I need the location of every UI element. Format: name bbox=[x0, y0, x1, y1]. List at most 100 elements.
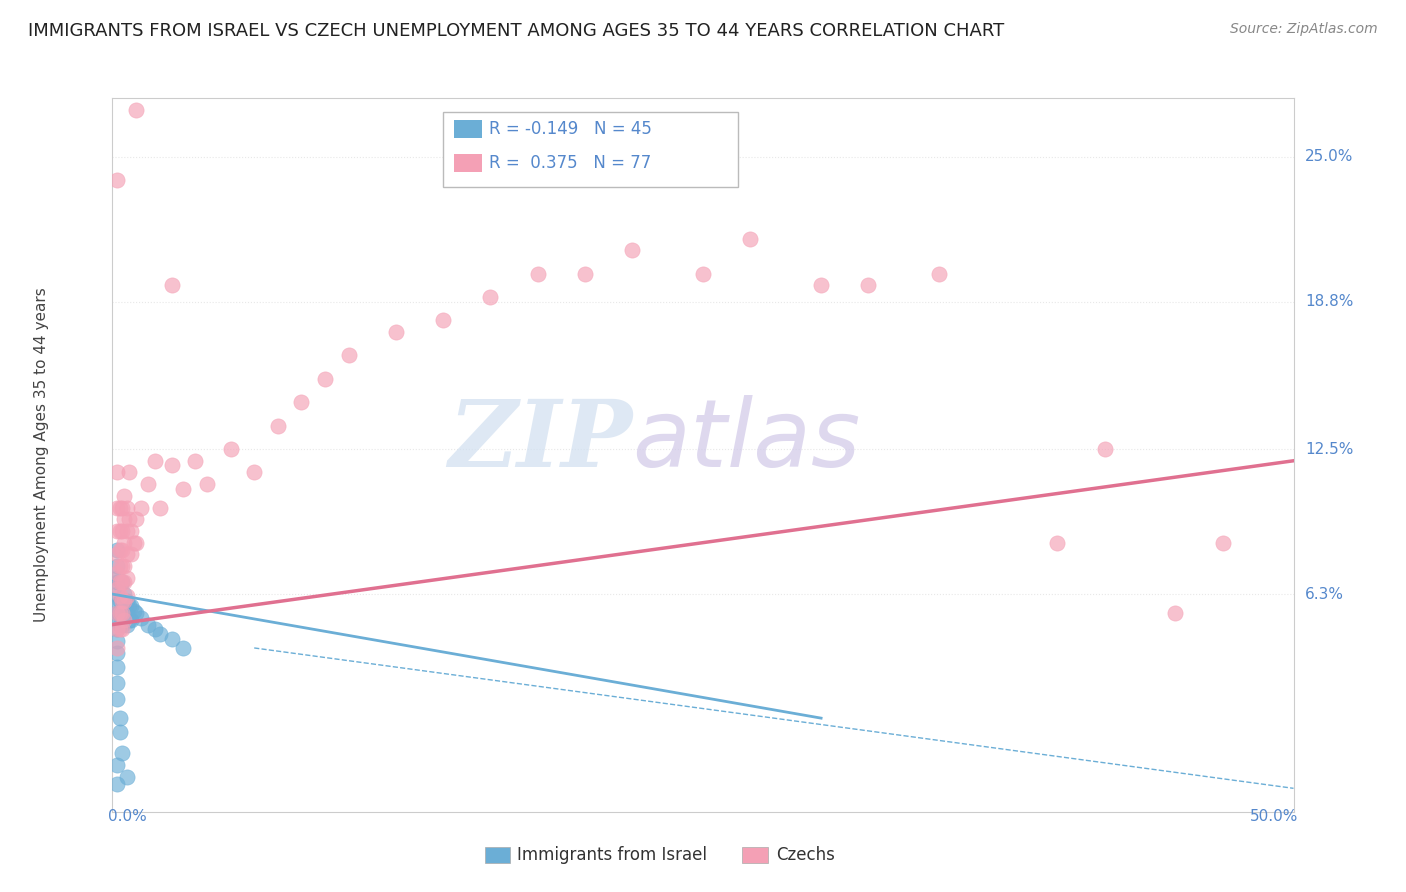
Point bbox=[105, 676, 128, 690]
Point bbox=[574, 267, 596, 281]
Point bbox=[120, 599, 142, 613]
Point bbox=[108, 559, 131, 574]
Point bbox=[111, 594, 134, 608]
Point bbox=[125, 512, 148, 526]
Point bbox=[105, 466, 128, 480]
Point bbox=[108, 725, 131, 739]
Text: 12.5%: 12.5% bbox=[1305, 442, 1354, 457]
Point bbox=[111, 559, 134, 574]
Point bbox=[125, 535, 148, 549]
Point bbox=[105, 659, 128, 673]
Point bbox=[160, 458, 183, 473]
Point bbox=[160, 632, 183, 646]
Point bbox=[111, 606, 134, 620]
Point bbox=[112, 489, 135, 503]
Point bbox=[115, 606, 138, 620]
Point bbox=[111, 575, 134, 590]
Text: 50.0%: 50.0% bbox=[1250, 809, 1298, 824]
Text: 0.0%: 0.0% bbox=[108, 809, 146, 824]
Text: Unemployment Among Ages 35 to 44 years: Unemployment Among Ages 35 to 44 years bbox=[34, 287, 49, 623]
Point bbox=[115, 590, 138, 604]
Point bbox=[112, 587, 135, 601]
Point bbox=[184, 454, 207, 468]
Point bbox=[105, 500, 128, 515]
Point bbox=[526, 267, 548, 281]
Point bbox=[149, 500, 172, 515]
Point bbox=[172, 640, 194, 655]
Point bbox=[111, 622, 134, 636]
Text: 18.8%: 18.8% bbox=[1305, 294, 1354, 310]
Point bbox=[998, 45, 1021, 59]
Point bbox=[111, 617, 134, 632]
Point bbox=[105, 634, 128, 648]
Point bbox=[125, 606, 148, 620]
Point bbox=[108, 711, 131, 725]
Text: 6.3%: 6.3% bbox=[1305, 587, 1344, 601]
Point bbox=[1046, 535, 1069, 549]
Point bbox=[105, 692, 128, 706]
Point bbox=[105, 547, 128, 561]
Point bbox=[108, 617, 131, 632]
Point bbox=[105, 758, 128, 772]
Point bbox=[120, 613, 142, 627]
Point bbox=[115, 617, 138, 632]
Point bbox=[105, 606, 128, 620]
Text: Immigrants from Israel: Immigrants from Israel bbox=[517, 846, 707, 863]
Point bbox=[105, 582, 128, 597]
Point bbox=[136, 617, 159, 632]
Point bbox=[149, 627, 172, 641]
Point bbox=[105, 640, 128, 655]
Point bbox=[115, 524, 138, 538]
Point bbox=[122, 603, 145, 617]
Point bbox=[112, 599, 135, 613]
Point bbox=[112, 613, 135, 627]
Point bbox=[108, 606, 131, 620]
Point bbox=[122, 535, 145, 549]
Point bbox=[810, 278, 832, 293]
Point bbox=[115, 547, 138, 561]
Point bbox=[118, 466, 141, 480]
Point bbox=[108, 575, 131, 590]
Point bbox=[105, 542, 128, 557]
Point bbox=[129, 500, 152, 515]
Point bbox=[111, 575, 134, 590]
Point bbox=[290, 395, 312, 409]
Point bbox=[314, 372, 336, 386]
Point bbox=[112, 535, 135, 549]
Point bbox=[108, 500, 131, 515]
Point bbox=[105, 622, 128, 636]
Point bbox=[108, 524, 131, 538]
Point bbox=[136, 477, 159, 491]
Point bbox=[118, 613, 141, 627]
Point bbox=[115, 500, 138, 515]
Text: ZIP: ZIP bbox=[449, 396, 633, 485]
Point bbox=[112, 575, 135, 590]
Point bbox=[858, 278, 880, 293]
Point bbox=[120, 547, 142, 561]
Point bbox=[111, 594, 134, 608]
Point bbox=[111, 606, 134, 620]
Point bbox=[108, 542, 131, 557]
Point bbox=[740, 231, 762, 245]
Text: IMMIGRANTS FROM ISRAEL VS CZECH UNEMPLOYMENT AMONG AGES 35 TO 44 YEARS CORRELATI: IMMIGRANTS FROM ISRAEL VS CZECH UNEMPLOY… bbox=[28, 22, 1004, 40]
Text: R = -0.149   N = 45: R = -0.149 N = 45 bbox=[489, 120, 652, 138]
Point bbox=[692, 267, 714, 281]
Point bbox=[112, 559, 135, 574]
Point bbox=[111, 500, 134, 515]
Point bbox=[112, 512, 135, 526]
Point bbox=[108, 594, 131, 608]
Point bbox=[125, 103, 148, 117]
Point bbox=[105, 575, 128, 590]
Point bbox=[105, 622, 128, 636]
Point bbox=[160, 278, 183, 293]
Point bbox=[105, 606, 128, 620]
Point bbox=[621, 243, 644, 257]
Point bbox=[105, 777, 128, 791]
Text: Czechs: Czechs bbox=[776, 846, 835, 863]
Point bbox=[143, 622, 166, 636]
Point bbox=[118, 599, 141, 613]
Point bbox=[1164, 606, 1187, 620]
Point bbox=[105, 571, 128, 585]
Point bbox=[129, 610, 152, 624]
Point bbox=[432, 313, 454, 327]
